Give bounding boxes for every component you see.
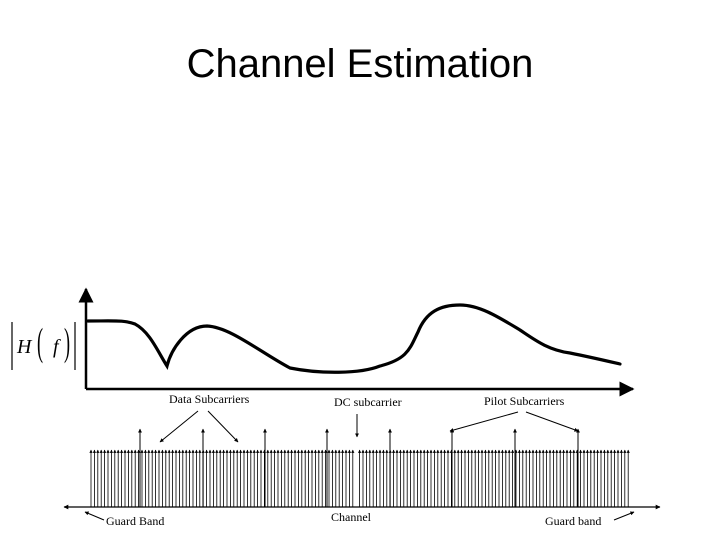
data-subcarriers-label: Data Subcarriers xyxy=(169,392,250,406)
dc-subcarrier-label: DC subcarrier xyxy=(334,395,402,409)
y-axis-f: f xyxy=(53,336,61,358)
pilot-subcarriers xyxy=(138,428,580,507)
guard-band-left-pointer xyxy=(84,511,105,521)
slide-title: Channel Estimation xyxy=(186,42,534,86)
data-subcarriers-arrow-right xyxy=(207,410,239,443)
guard-band-left-label: Guard Band xyxy=(106,514,164,528)
subcarrier-comb xyxy=(89,449,630,507)
y-axis-open-paren: ( xyxy=(37,320,43,364)
pilot-subcarriers-arrow-left xyxy=(449,411,519,432)
y-axis-label: H ( f ) xyxy=(11,320,76,370)
y-axis-h: H xyxy=(16,336,33,358)
guard-band-right-label: Guard band xyxy=(545,514,601,528)
guard-band-right-pointer xyxy=(613,511,635,521)
channel-label: Channel xyxy=(331,510,372,524)
pilot-subcarriers-label: Pilot Subcarriers xyxy=(484,394,565,408)
y-axis-close-paren: ) xyxy=(64,320,70,364)
channel-response-curve xyxy=(86,303,622,374)
data-subcarriers-arrow-left xyxy=(159,410,199,443)
pilot-subcarriers-arrow-right xyxy=(525,411,579,432)
